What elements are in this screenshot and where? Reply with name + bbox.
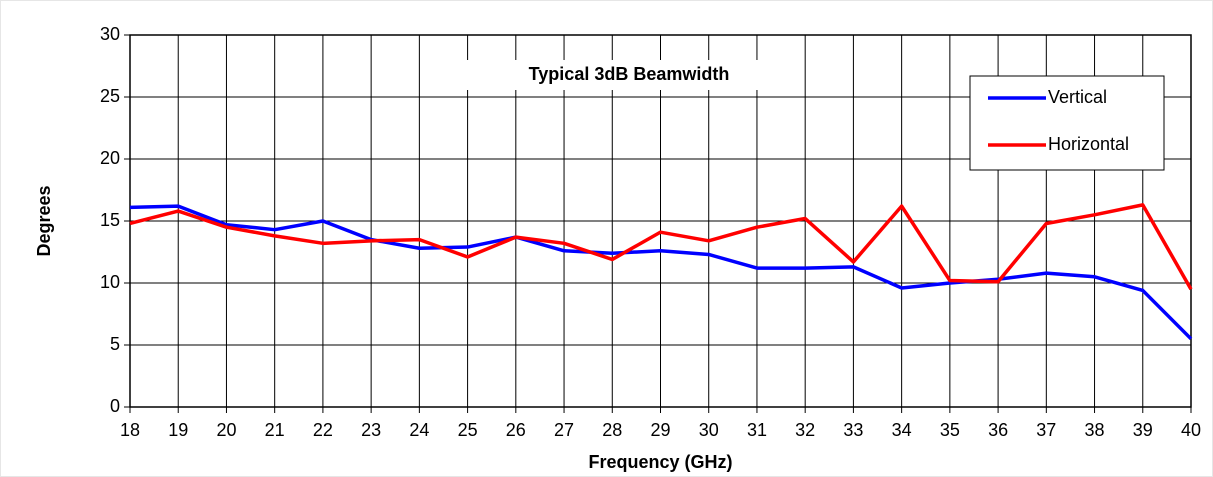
x-axis-label: Frequency (GHz) [588, 452, 732, 472]
legend-box [969, 75, 1165, 171]
x-tick-label: 26 [506, 420, 526, 440]
x-tick-label: 32 [795, 420, 815, 440]
y-axis-label: Degrees [34, 185, 54, 256]
y-tick-label: 20 [100, 148, 120, 168]
series-line [129, 204, 1193, 341]
x-tick-label: 27 [554, 420, 574, 440]
x-tick-label: 40 [1181, 420, 1201, 440]
legend-label: Vertical [1048, 87, 1107, 107]
x-tick-label: 18 [120, 420, 140, 440]
x-tick-label: 20 [216, 420, 236, 440]
x-tick-label: 36 [988, 420, 1008, 440]
x-tick-label: 21 [265, 420, 285, 440]
plot-border [129, 34, 1192, 408]
y-tick-label: 25 [100, 86, 120, 106]
series-line [129, 203, 1193, 291]
legend-label: Horizontal [1048, 134, 1129, 154]
x-tick-label: 23 [361, 420, 381, 440]
x-tick-label: 28 [602, 420, 622, 440]
x-tick-label: 34 [892, 420, 912, 440]
x-tick-label: 33 [843, 420, 863, 440]
x-tick-label: 29 [650, 420, 670, 440]
x-tick-label: 19 [168, 420, 188, 440]
x-tick-label: 39 [1133, 420, 1153, 440]
x-tick-label: 24 [409, 420, 429, 440]
y-tick-label: 15 [100, 210, 120, 230]
x-tick-label: 38 [1085, 420, 1105, 440]
title-background [465, 60, 793, 90]
y-tick-label: 10 [100, 272, 120, 292]
y-tick-label: 0 [110, 396, 120, 416]
x-tick-label: 31 [747, 420, 767, 440]
y-tick-label: 5 [110, 334, 120, 354]
x-tick-label: 25 [458, 420, 478, 440]
y-tick-label: 30 [100, 24, 120, 44]
x-tick-label: 30 [699, 420, 719, 440]
chart-title: Typical 3dB Beamwidth [529, 64, 730, 84]
x-tick-label: 22 [313, 420, 333, 440]
x-tick-label: 37 [1036, 420, 1056, 440]
x-tick-label: 35 [940, 420, 960, 440]
